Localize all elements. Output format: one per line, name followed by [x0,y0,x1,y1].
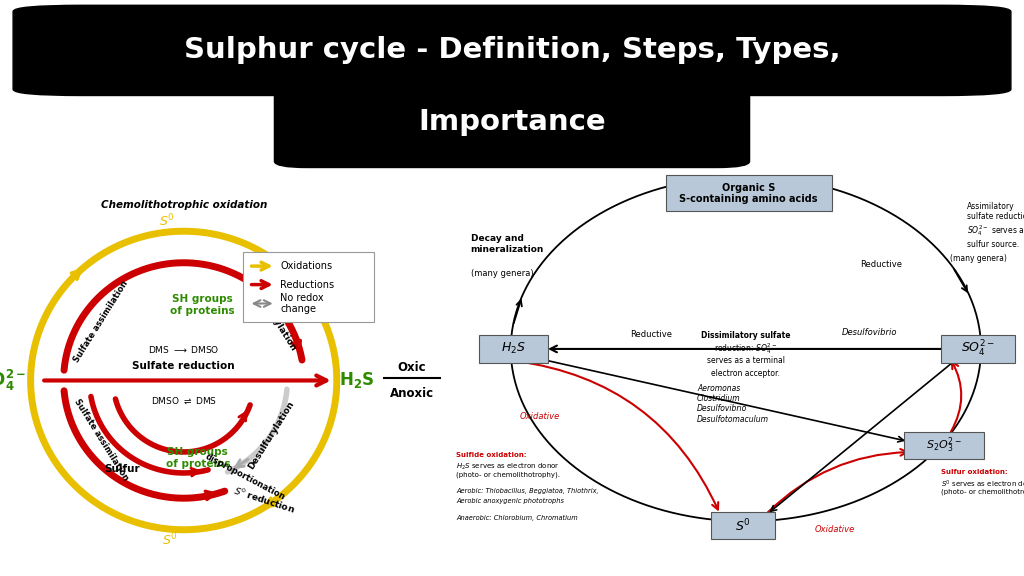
Text: Sulphur cycle - Definition, Steps, Types,: Sulphur cycle - Definition, Steps, Types… [183,36,841,65]
FancyBboxPatch shape [274,77,750,168]
Text: Desulfurylation: Desulfurylation [249,282,298,353]
Text: SH groups
of proteins: SH groups of proteins [166,448,230,469]
FancyBboxPatch shape [941,335,1016,363]
Text: Sulfate assimilation: Sulfate assimilation [73,279,130,364]
Text: Reductive: Reductive [630,329,673,339]
Text: Oxidations: Oxidations [281,261,333,271]
Text: Assimilatory
sulfate reduction:
$SO_4^{2-}$ serves as
sulfur source.: Assimilatory sulfate reduction: $SO_4^{2… [967,202,1024,249]
Text: (many genera): (many genera) [471,269,534,278]
Text: electron acceptor.: electron acceptor. [712,369,780,378]
Text: Desulfurylation: Desulfurylation [246,399,296,471]
Text: Oxidative: Oxidative [815,525,855,535]
FancyBboxPatch shape [666,176,831,211]
Text: Sulfide oxidation:: Sulfide oxidation: [457,452,526,458]
Text: Reductive: Reductive [859,260,902,270]
FancyBboxPatch shape [13,5,1011,96]
Text: Sulfur oxidation:: Sulfur oxidation: [941,469,1008,475]
Text: $S_2O_3^{2-}$: $S_2O_3^{2-}$ [926,436,962,456]
Text: DMS $\longrightarrow$ DMSO: DMS $\longrightarrow$ DMSO [148,344,219,355]
Text: Desulfovibrio: Desulfovibrio [842,328,897,338]
Text: Importance: Importance [418,108,606,137]
Text: Organic S
S-containing amino acids: Organic S S-containing amino acids [680,183,818,204]
Text: (photo- or chemolithotrophy).: (photo- or chemolithotrophy). [457,471,560,478]
FancyBboxPatch shape [712,512,774,539]
Text: (photo- or chemolithotrophy).: (photo- or chemolithotrophy). [941,488,1024,495]
Text: Dissimilatory sulfate: Dissimilatory sulfate [701,331,791,340]
Text: Aerobic anoxygenic phototrophs: Aerobic anoxygenic phototrophs [457,498,564,505]
Text: reduction: $SO_4^{2-}$: reduction: $SO_4^{2-}$ [715,340,777,355]
Text: $S^0$: $S^0$ [735,517,751,534]
Text: $SO_4^{2-}$: $SO_4^{2-}$ [961,339,995,359]
Text: Sulfur: Sulfur [104,464,140,474]
FancyBboxPatch shape [903,432,984,459]
Text: Sulfate assimilation: Sulfate assimilation [73,397,130,482]
Text: disproportionation: disproportionation [204,452,287,502]
Text: Decay and
mineralization: Decay and mineralization [471,234,544,253]
FancyBboxPatch shape [479,335,548,363]
Text: serves as a terminal: serves as a terminal [707,356,784,365]
Text: Anaerobic: Chlorobium, Chromatium: Anaerobic: Chlorobium, Chromatium [457,515,578,521]
Text: $H_2S$ serves as electron donor: $H_2S$ serves as electron donor [457,461,560,472]
Text: $H_2S$: $H_2S$ [501,342,526,357]
Text: SH groups
of proteins: SH groups of proteins [170,294,234,316]
Text: DMSO $\rightleftharpoons$ DMS: DMSO $\rightleftharpoons$ DMS [151,395,217,406]
Text: $\mathbf{H_2S}$: $\mathbf{H_2S}$ [339,370,375,391]
Text: $S^0$ reduction: $S^0$ reduction [231,484,296,516]
Text: $\mathbf{SO_4^{2-}}$: $\mathbf{SO_4^{2-}}$ [0,368,26,393]
Text: Sulfate reduction: Sulfate reduction [132,361,236,371]
Text: Chemolithotrophic oxidation: Chemolithotrophic oxidation [100,200,267,210]
Text: $S^0$: $S^0$ [162,532,177,548]
Text: Oxidative: Oxidative [519,412,559,420]
Text: No redox
change: No redox change [281,293,324,314]
Text: Anoxic: Anoxic [390,388,434,400]
Text: Aerobic: Thiobacillus, Beggiatoa, Thiothrix,: Aerobic: Thiobacillus, Beggiatoa, Thioth… [457,488,599,494]
Text: Reductions: Reductions [281,279,335,290]
Text: Oxic: Oxic [398,361,426,374]
FancyBboxPatch shape [243,252,375,321]
Text: $S^0$ serves as electron donor: $S^0$ serves as electron donor [941,479,1024,490]
Text: (many genera): (many genera) [949,254,1007,263]
Text: Aeromonas
Clostridium
Desulfovibrio
Desulfotomaculum: Aeromonas Clostridium Desulfovibrio Desu… [697,384,769,424]
Text: $S^0$: $S^0$ [160,213,175,229]
